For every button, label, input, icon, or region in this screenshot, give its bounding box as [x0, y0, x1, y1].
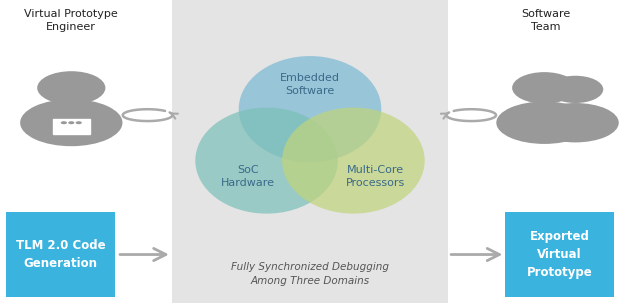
Circle shape	[68, 121, 74, 124]
FancyBboxPatch shape	[505, 212, 614, 297]
Text: Virtual Prototype
Engineer: Virtual Prototype Engineer	[24, 9, 118, 32]
Circle shape	[61, 121, 67, 124]
Ellipse shape	[496, 102, 592, 144]
Ellipse shape	[239, 56, 381, 162]
Circle shape	[547, 76, 603, 103]
Ellipse shape	[282, 108, 425, 214]
FancyBboxPatch shape	[53, 119, 90, 134]
Text: Fully Synchronized Debugging
Among Three Domains: Fully Synchronized Debugging Among Three…	[231, 262, 389, 286]
FancyBboxPatch shape	[6, 212, 115, 297]
Circle shape	[512, 72, 577, 104]
Text: Exported
Virtual
Prototype: Exported Virtual Prototype	[526, 230, 593, 279]
Ellipse shape	[20, 99, 123, 146]
Ellipse shape	[195, 108, 338, 214]
Text: SoC
Hardware: SoC Hardware	[221, 165, 275, 188]
Text: TLM 2.0 Code
Generation: TLM 2.0 Code Generation	[16, 239, 105, 270]
Text: Multi-Core
Processors: Multi-Core Processors	[345, 165, 405, 188]
Text: Embedded
Software: Embedded Software	[280, 73, 340, 96]
Ellipse shape	[532, 103, 619, 142]
Circle shape	[76, 121, 82, 124]
FancyBboxPatch shape	[172, 0, 448, 303]
Text: Software
Team: Software Team	[521, 9, 570, 32]
Circle shape	[37, 71, 105, 105]
